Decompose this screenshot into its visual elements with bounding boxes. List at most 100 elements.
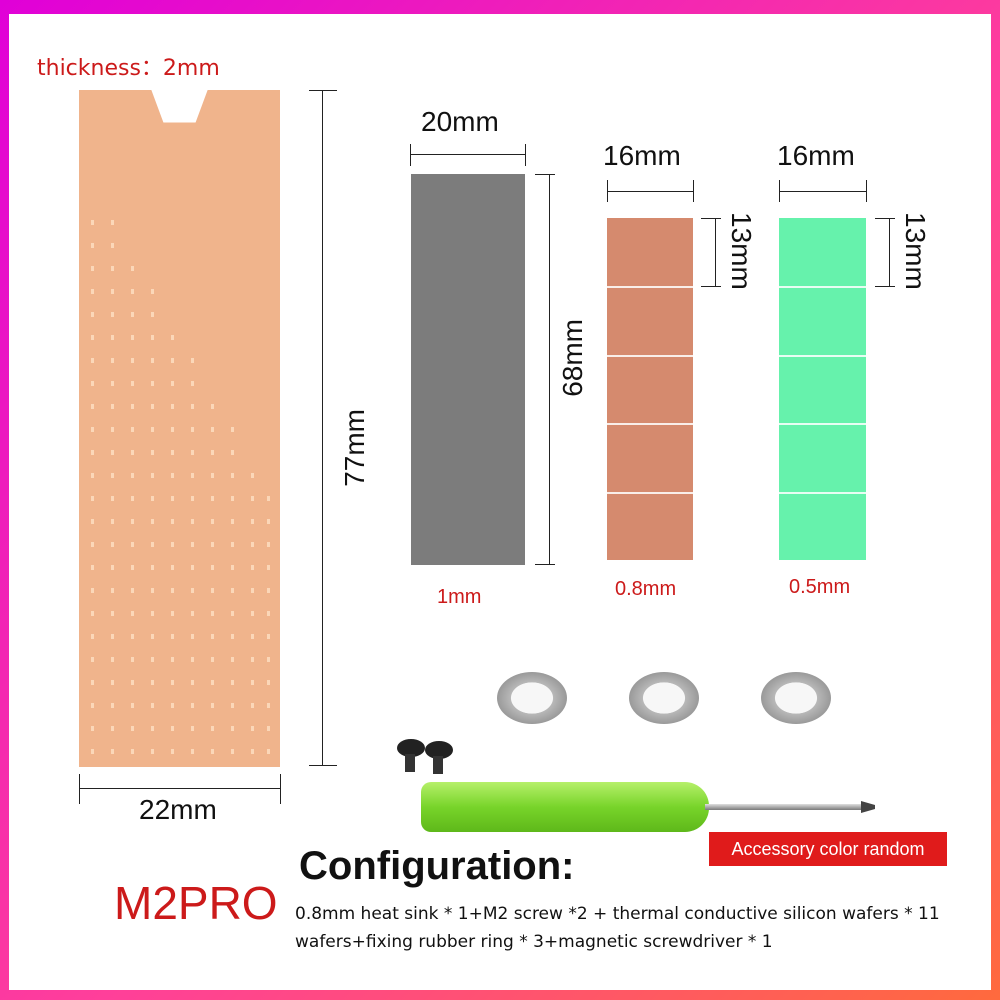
heatsink-hole	[131, 312, 134, 317]
heatsink-hole	[171, 565, 174, 570]
heatsink-hole	[131, 634, 134, 639]
heatsink-hole	[191, 657, 194, 662]
heatsink-hole	[251, 473, 254, 478]
heatsink-hole	[91, 473, 94, 478]
thermal-pad-green	[779, 218, 866, 560]
heatsink-hole	[91, 289, 94, 294]
pad2-width-tick-right	[693, 180, 694, 202]
heatsink-hole	[267, 565, 270, 570]
heatsink-hole	[251, 519, 254, 524]
heatsink-hole	[151, 496, 154, 501]
heatsink-hole	[171, 611, 174, 616]
heatsink-hole	[111, 565, 114, 570]
heatsink-hole	[111, 657, 114, 662]
heatsink-hole	[171, 473, 174, 478]
pad2-width-line	[607, 191, 693, 192]
pad-segment-divider	[607, 423, 693, 426]
heatsink-hole	[251, 680, 254, 685]
pad-segment-divider	[779, 491, 866, 494]
heatsink-width-label: 22mm	[139, 794, 217, 825]
pad3-thickness-label: 0.5mm	[789, 576, 851, 598]
heatsink-hole	[211, 726, 214, 731]
heatsink-hole	[211, 634, 214, 639]
heatsink-hole	[91, 680, 94, 685]
heatsink-hole	[171, 519, 174, 524]
heatsink-hole	[267, 611, 270, 616]
heatsink-hole	[211, 519, 214, 524]
heatsink-hole	[151, 657, 154, 662]
configuration-title: Configuration:	[299, 844, 575, 888]
heatsink-hole	[267, 726, 270, 731]
heatsink-hole	[171, 335, 174, 340]
heatsink-hole	[111, 266, 114, 271]
product-image: thickness：2mm 22mm 77mm 20mm 68mm 1mm 16…	[9, 14, 991, 990]
pad3-height-tick-bottom	[875, 286, 895, 287]
heatsink-hole	[211, 680, 214, 685]
heatsink-hole	[251, 496, 254, 501]
heatsink-hole	[191, 450, 194, 455]
pad-segment-divider	[779, 286, 866, 289]
heatsink-hole	[211, 427, 214, 432]
heatsink-hole	[151, 634, 154, 639]
rubber-ring	[497, 672, 567, 724]
heatsink-hole	[111, 680, 114, 685]
heatsink-hole	[131, 657, 134, 662]
heatsink-hole	[151, 312, 154, 317]
heatsink-hole	[111, 519, 114, 524]
rubber-ring	[629, 672, 699, 724]
heatsink-hole	[191, 358, 194, 363]
heatsink-hole	[211, 450, 214, 455]
heatsink-hole	[191, 749, 194, 754]
heatsink-hole	[211, 496, 214, 501]
heatsink-height-tick-top	[309, 90, 337, 91]
pad2-height-label: 13mm	[726, 212, 757, 290]
heatsink-hole	[131, 749, 134, 754]
heatsink-hole	[231, 450, 234, 455]
heatsink-hole	[91, 588, 94, 593]
heatsink-hole	[151, 542, 154, 547]
model-label: M2PRO	[114, 877, 278, 929]
accessory-color-badge: Accessory color random	[709, 832, 947, 866]
heatsink-hole	[191, 519, 194, 524]
heatsink-hole	[111, 473, 114, 478]
heatsink-hole	[191, 634, 194, 639]
heatsink-hole	[111, 634, 114, 639]
heatsink-hole	[91, 634, 94, 639]
pad2-height-line	[715, 218, 716, 286]
heatsink-height-tick-bottom	[309, 765, 337, 766]
heatsink-hole	[211, 588, 214, 593]
heatsink-hole	[267, 588, 270, 593]
heatsink-hole	[91, 243, 94, 248]
heatsink-hole	[231, 634, 234, 639]
heatsink-hole	[191, 565, 194, 570]
heatsink-hole	[251, 703, 254, 708]
heatsink-hole	[267, 519, 270, 524]
heatsink-width-tick-right	[280, 774, 281, 804]
heatsink-hole	[231, 726, 234, 731]
heatsink-hole	[191, 611, 194, 616]
heatsink-hole	[211, 657, 214, 662]
heatsink-hole	[111, 335, 114, 340]
heatsink-hole	[151, 749, 154, 754]
pad-segment-divider	[779, 423, 866, 426]
heatsink-hole	[231, 565, 234, 570]
heatsink-hole	[251, 657, 254, 662]
heatsink-hole	[171, 634, 174, 639]
heatsink-hole	[251, 542, 254, 547]
heatsink-hole	[171, 381, 174, 386]
heatsink-hole	[171, 404, 174, 409]
heatsink-hole	[91, 220, 94, 225]
pad3-width-label: 16mm	[777, 140, 855, 171]
heatsink-width-tick-left	[79, 774, 80, 804]
heatsink-hole	[267, 542, 270, 547]
pad2-height-tick-top	[701, 218, 721, 219]
heatsink-hole	[151, 703, 154, 708]
pad3-width-line	[779, 191, 866, 192]
heatsink-hole	[131, 404, 134, 409]
heatsink-hole	[131, 473, 134, 478]
heatsink-hole	[171, 450, 174, 455]
heatsink-hole	[251, 565, 254, 570]
heatsink-hole	[191, 680, 194, 685]
heatsink-hole	[91, 496, 94, 501]
heatsink-hole	[131, 381, 134, 386]
